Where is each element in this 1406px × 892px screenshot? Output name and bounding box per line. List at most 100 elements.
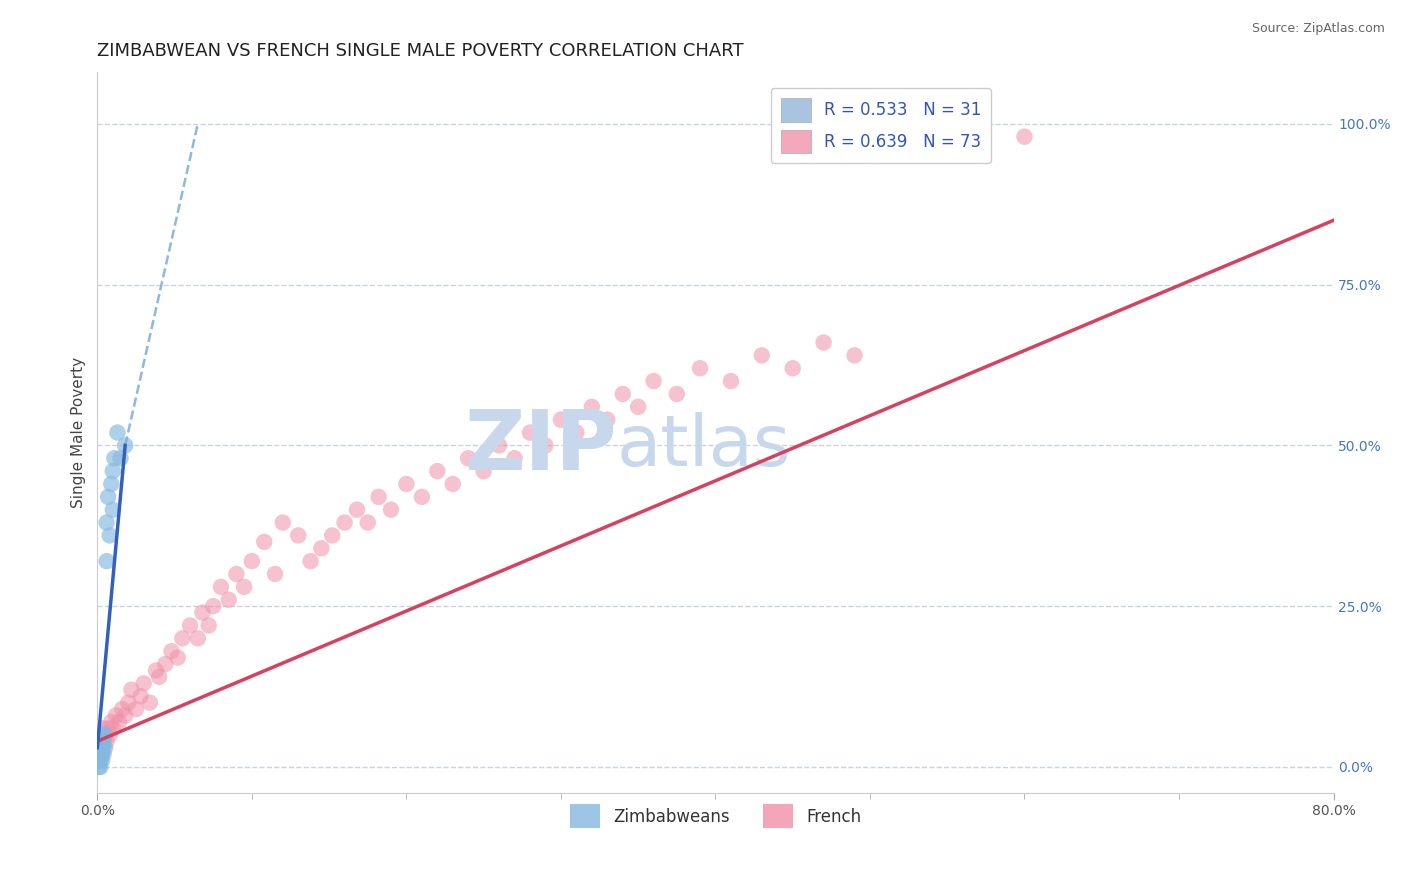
Point [665, 387, 688, 401]
Point [209, 580, 232, 594]
Point [321, 528, 343, 542]
Point [91, 747, 114, 761]
Point [844, 348, 866, 362]
Point [395, 477, 418, 491]
Point [91, 728, 114, 742]
Point [91, 722, 114, 736]
Point [125, 702, 148, 716]
Y-axis label: Single Male Poverty: Single Male Poverty [72, 357, 86, 508]
Point [91, 754, 114, 768]
Point [581, 400, 603, 414]
Legend: Zimbabweans, French: Zimbabweans, French [562, 797, 868, 835]
Point [187, 632, 209, 646]
Point [488, 438, 510, 452]
Point [218, 592, 240, 607]
Point [87, 747, 110, 761]
Point [472, 464, 495, 478]
Point [87, 754, 110, 768]
Point [299, 554, 322, 568]
Text: ZIP: ZIP [464, 407, 617, 487]
Point [550, 412, 572, 426]
Point [519, 425, 541, 440]
Point [98, 728, 121, 742]
Point [87, 740, 110, 755]
Point [94, 740, 117, 755]
Point [96, 554, 118, 568]
Point [89, 740, 111, 755]
Point [782, 361, 804, 376]
Point [117, 696, 139, 710]
Point [129, 689, 152, 703]
Point [172, 632, 194, 646]
Point [96, 734, 118, 748]
Point [101, 502, 124, 516]
Point [202, 599, 225, 614]
Point [94, 728, 117, 742]
Point [357, 516, 380, 530]
Point [441, 477, 464, 491]
Point [627, 400, 650, 414]
Point [534, 438, 557, 452]
Point [264, 567, 287, 582]
Point [179, 618, 201, 632]
Point [333, 516, 356, 530]
Point [367, 490, 389, 504]
Point [720, 374, 742, 388]
Point [145, 664, 167, 678]
Point [87, 747, 110, 761]
Point [1014, 129, 1036, 144]
Text: atlas: atlas [617, 412, 792, 482]
Point [89, 734, 111, 748]
Point [503, 451, 526, 466]
Point [253, 534, 276, 549]
Point [457, 451, 479, 466]
Point [411, 490, 433, 504]
Point [89, 754, 111, 768]
Point [87, 734, 110, 748]
Point [93, 740, 115, 755]
Point [271, 516, 294, 530]
Point [148, 670, 170, 684]
Point [87, 747, 110, 761]
Point [643, 374, 665, 388]
Point [565, 425, 588, 440]
Point [346, 502, 368, 516]
Point [233, 580, 256, 594]
Point [160, 644, 183, 658]
Point [100, 477, 122, 491]
Point [93, 747, 115, 761]
Point [98, 528, 121, 542]
Point [311, 541, 333, 556]
Point [94, 728, 117, 742]
Point [111, 702, 134, 716]
Point [114, 708, 136, 723]
Point [96, 516, 118, 530]
Point [240, 554, 263, 568]
Point [751, 348, 773, 362]
Point [97, 490, 120, 504]
Point [139, 696, 162, 710]
Point [104, 708, 127, 723]
Point [197, 618, 219, 632]
Point [107, 425, 129, 440]
Text: Source: ZipAtlas.com: Source: ZipAtlas.com [1251, 22, 1385, 36]
Point [612, 387, 634, 401]
Point [380, 502, 402, 516]
Text: ZIMBABWEAN VS FRENCH SINGLE MALE POVERTY CORRELATION CHART: ZIMBABWEAN VS FRENCH SINGLE MALE POVERTY… [97, 42, 744, 60]
Point [596, 412, 619, 426]
Point [91, 740, 114, 755]
Point [87, 760, 110, 774]
Point [155, 657, 177, 671]
Point [132, 676, 155, 690]
Point [87, 754, 110, 768]
Point [97, 722, 120, 736]
Point [101, 722, 124, 736]
Point [225, 567, 247, 582]
Point [89, 734, 111, 748]
Point [110, 451, 132, 466]
Point [191, 606, 214, 620]
Point [101, 464, 124, 478]
Point [108, 714, 131, 729]
Point [426, 464, 449, 478]
Point [114, 438, 136, 452]
